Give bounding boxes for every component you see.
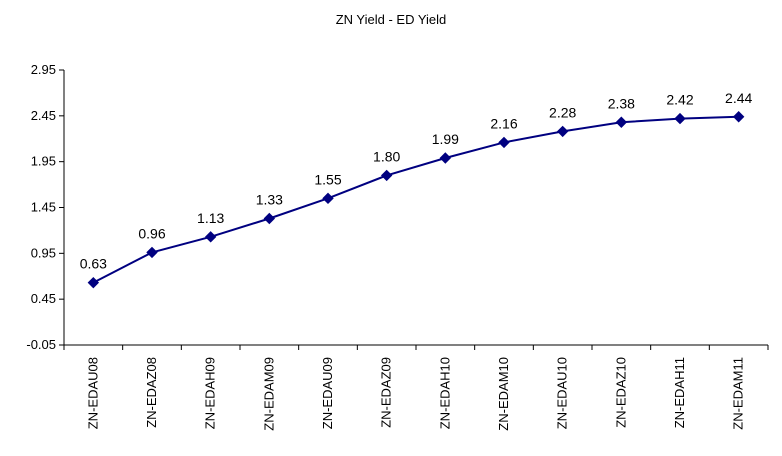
data-point-marker — [732, 111, 745, 123]
y-tick-label: -0.05 — [26, 337, 56, 352]
data-label: 0.96 — [138, 225, 165, 241]
data-label: 2.16 — [490, 115, 517, 131]
x-tick-label: ZN-EDAZ09 — [379, 357, 394, 428]
x-tick-label: ZN-EDAH10 — [437, 357, 452, 429]
x-tick-label: ZN-EDAU08 — [85, 357, 100, 429]
data-label: 1.99 — [432, 131, 459, 147]
data-labels: 0.63 0.96 1.13 1.33 1.55 1.80 1.99 2.16 2.28 2.38… — [80, 90, 753, 272]
x-tick-label: ZN-EDAZ10 — [613, 357, 628, 428]
data-point-marker — [439, 152, 452, 164]
data-label: 2.44 — [725, 90, 752, 106]
data-point-marker — [498, 136, 510, 149]
y-tick-label: 1.45 — [31, 200, 56, 215]
series-line — [87, 111, 745, 289]
data-label: 0.63 — [80, 256, 107, 272]
data-label: 2.42 — [666, 92, 693, 108]
series-path — [92, 115, 739, 284]
data-label: 2.38 — [608, 95, 635, 111]
data-point-marker — [204, 231, 217, 243]
x-tick-label: ZN-EDAM11 — [731, 357, 746, 430]
data-point-marker — [322, 192, 334, 205]
x-tick-label: ZN-EDAU10 — [555, 357, 570, 429]
y-tick-label: 0.45 — [31, 291, 56, 306]
data-point-marker — [146, 246, 158, 259]
data-point-marker — [87, 276, 100, 289]
x-tick-label: ZN-EDAH09 — [203, 357, 218, 429]
data-point-marker — [674, 112, 686, 125]
data-label: 1.55 — [314, 171, 341, 187]
x-tick-label: ZN-EDAM10 — [496, 357, 511, 431]
chart-title: ZN Yield - ED Yield — [336, 12, 447, 27]
x-tick-label: ZN-EDAU09 — [320, 357, 335, 429]
axes: -0.05 0.45 0.95 1.45 1.95 2.45 2.95 ZN-EDAU08 ZN… — [26, 62, 769, 431]
data-point-marker — [615, 116, 628, 128]
data-point-marker — [556, 125, 569, 138]
y-tick-label: 1.95 — [31, 154, 56, 169]
data-point-marker — [380, 169, 393, 182]
y-tick-label: 2.45 — [31, 108, 56, 123]
y-tick-label: 0.95 — [31, 245, 56, 260]
x-tick-label: ZN-EDAZ08 — [144, 357, 159, 428]
x-tick-label: ZN-EDAH11 — [672, 357, 687, 428]
data-label: 2.28 — [549, 104, 576, 120]
y-tick-label: 2.95 — [31, 62, 56, 77]
data-label: 1.33 — [256, 192, 283, 208]
x-tick-label: ZN-EDAM09 — [261, 357, 276, 431]
data-point-marker — [263, 212, 276, 225]
data-label: 1.80 — [373, 148, 400, 164]
data-label: 1.13 — [197, 210, 224, 226]
